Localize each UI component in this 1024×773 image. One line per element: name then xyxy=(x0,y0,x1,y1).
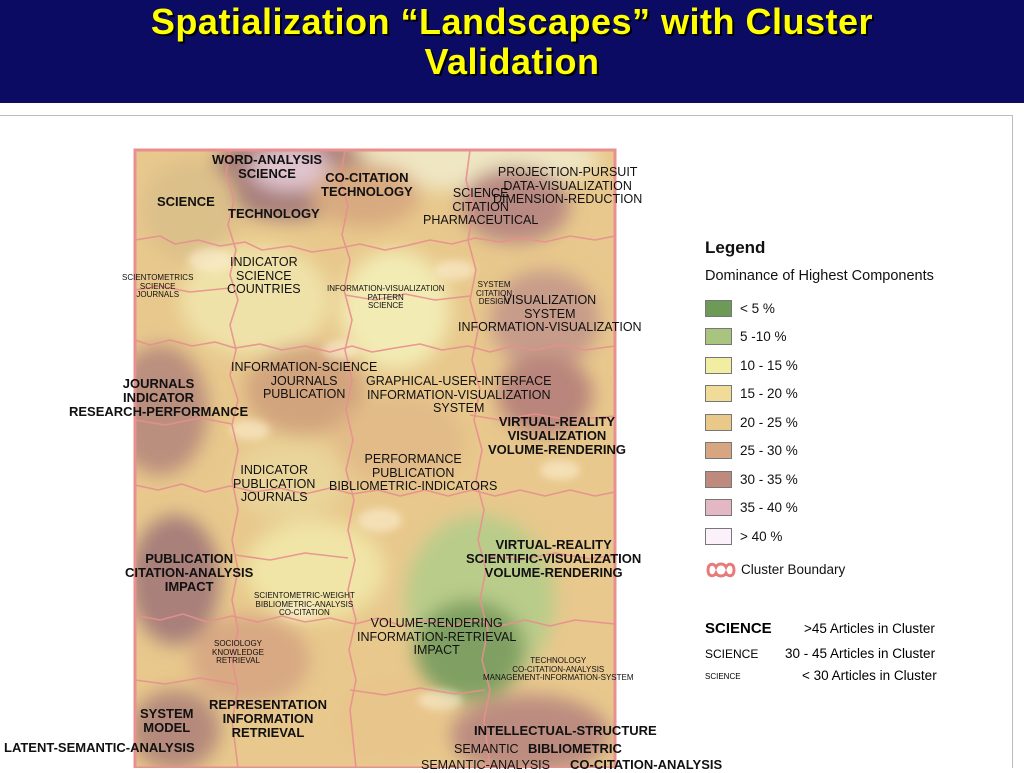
size-key-large-desc: >45 Articles in Cluster xyxy=(804,621,935,636)
legend-boundary-item: Cluster Boundary xyxy=(705,555,1005,585)
legend-item: 30 - 35 % xyxy=(705,465,1005,494)
legend-swatch xyxy=(705,527,732,545)
legend-subtitle: Dominance of Highest Components xyxy=(705,268,934,284)
legend-item: 10 - 15 % xyxy=(705,351,1005,380)
legend-item-label: 25 - 30 % xyxy=(740,443,798,459)
size-key-large: SCIENCE xyxy=(705,620,772,637)
slide-title: Spatialization “Landscapes” with Cluster… xyxy=(0,0,1024,82)
map-legend: Legend Dominance of Highest Components <… xyxy=(705,238,1005,585)
slide-title-line-1: Spatialization “Landscapes” with Cluster xyxy=(150,1,874,42)
legend-item-label: < 5 % xyxy=(740,300,775,316)
legend-item-label: 10 - 15 % xyxy=(740,357,798,373)
legend-item: > 40 % xyxy=(705,522,1005,551)
slide-title-line-2: Validation xyxy=(424,41,600,82)
legend-swatch xyxy=(705,470,732,488)
map-label: INDICATOR SCIENCE COUNTRIES xyxy=(227,255,301,296)
legend-items: < 5 % 5 -10 % 10 - 15 % 15 - 20 % 20 - 25 % 2… xyxy=(705,294,1005,551)
figure-frame xyxy=(0,115,1013,768)
map-label: INTELLECTUAL-STRUCTURE xyxy=(474,723,657,738)
map-label: GRAPHICAL-USER-INTERFACE INFORMATION-VISU… xyxy=(366,374,552,415)
map-label: SYSTEM MODEL xyxy=(140,706,194,736)
map-label: SOCIOLOGY KNOWLEDGE RETRIEVAL xyxy=(212,639,265,666)
legend-swatch xyxy=(705,413,732,431)
map-label: SCIENTOMETRIC-WEIGHT BIBLIOMETRIC-ANALYSI… xyxy=(254,591,355,618)
map-label: SCIENTOMETRICS SCIENCE JOURNALS xyxy=(122,273,194,300)
legend-swatch xyxy=(705,499,732,517)
map-label: PROJECTION-PURSUIT DATA-VISUALIZATION DIME… xyxy=(493,165,643,206)
map-label: SCIENCE CITATION PHARMACEUTICAL xyxy=(423,186,539,227)
map-label: VIRTUAL-REALITY SCIENTIFIC-VISUALIZATION V… xyxy=(466,537,642,581)
map-label: VOLUME-RENDERING INFORMATION-RETRIEVAL IMP… xyxy=(357,616,517,657)
hillshade-layer xyxy=(188,248,580,710)
legend-boundary-label: Cluster Boundary xyxy=(741,562,846,577)
map-label: SCIENCE xyxy=(157,194,215,209)
legend-item-label: 20 - 25 % xyxy=(740,414,798,430)
map-label: PERFORMANCE PUBLICATION BIBLIOMETRIC-INDIC… xyxy=(329,452,498,493)
legend-swatch xyxy=(705,385,732,403)
map-outer-boundary xyxy=(133,148,617,768)
map-label: TECHNOLOGY CO-CITATION-ANALYSIS MANAGEMENT… xyxy=(483,656,634,683)
size-key-small-desc: < 30 Articles in Cluster xyxy=(802,668,937,683)
cluster-boundaries xyxy=(135,150,615,768)
legend-item-label: 30 - 35 % xyxy=(740,471,798,487)
map-label: INDICATOR PUBLICATION JOURNALS xyxy=(233,463,316,504)
size-key-small: SCIENCE xyxy=(705,672,741,681)
legend-item: 35 - 40 % xyxy=(705,494,1005,523)
legend-item-label: 5 -10 % xyxy=(740,329,787,345)
map-label: INFORMATION-SCIENCE JOURNALS PUBLICATION xyxy=(231,360,378,401)
map-label: BIBLIOMETRIC xyxy=(528,741,622,756)
map-label: CO-CITATION-ANALYSIS xyxy=(570,757,723,772)
title-banner: Spatialization “Landscapes” with Cluster… xyxy=(0,0,1024,103)
legend-item: 15 - 20 % xyxy=(705,380,1005,409)
cluster-boundary-icon xyxy=(706,562,736,577)
legend-swatch xyxy=(705,328,732,346)
legend-item-label: > 40 % xyxy=(740,528,783,544)
legend-swatch xyxy=(705,442,732,460)
map-label: REPRESENTATION INFORMATION RETRIEVAL xyxy=(209,697,327,741)
legend-item-label: 35 - 40 % xyxy=(740,500,798,516)
map-label: SYSTEM CITATION DESIGN xyxy=(476,280,513,307)
map-label: WORD-ANALYSIS SCIENCE xyxy=(212,152,323,182)
map-label: VISUALIZATION SYSTEM INFORMATION-VISUALIZA… xyxy=(458,293,642,334)
map-label: CO-CITATION TECHNOLOGY xyxy=(321,170,413,200)
legend-item: 5 -10 % xyxy=(705,323,1005,352)
legend-swatch xyxy=(705,299,732,317)
legend-item-label: 15 - 20 % xyxy=(740,386,798,402)
map-label: SEMANTIC xyxy=(454,742,519,756)
map-label: SEMANTIC-ANALYSIS xyxy=(421,758,550,772)
map-label: VIRTUAL-REALITY VISUALIZATION VOLUME-RENDE… xyxy=(488,414,626,458)
map-label: TECHNOLOGY xyxy=(228,206,320,221)
legend-item: < 5 % xyxy=(705,294,1005,323)
map-label: PUBLICATION CITATION-ANALYSIS IMPACT xyxy=(125,551,254,595)
legend-title: Legend xyxy=(705,238,766,257)
landscape-map xyxy=(133,148,617,768)
map-label: LATENT-SEMANTIC-ANALYSIS xyxy=(4,740,195,755)
terrain-layer xyxy=(135,150,610,768)
map-label: JOURNALS INDICATOR RESEARCH-PERFORMANCE xyxy=(69,376,249,420)
map-label: INFORMATION-VISUALIZATION PATTERN SCIENCE xyxy=(327,284,445,311)
size-key-medium-desc: 30 - 45 Articles in Cluster xyxy=(785,646,936,661)
legend-item: 25 - 30 % xyxy=(705,437,1005,466)
legend-swatch xyxy=(705,356,732,374)
size-key-medium: SCIENCE xyxy=(705,647,759,661)
legend-item: 20 - 25 % xyxy=(705,408,1005,437)
